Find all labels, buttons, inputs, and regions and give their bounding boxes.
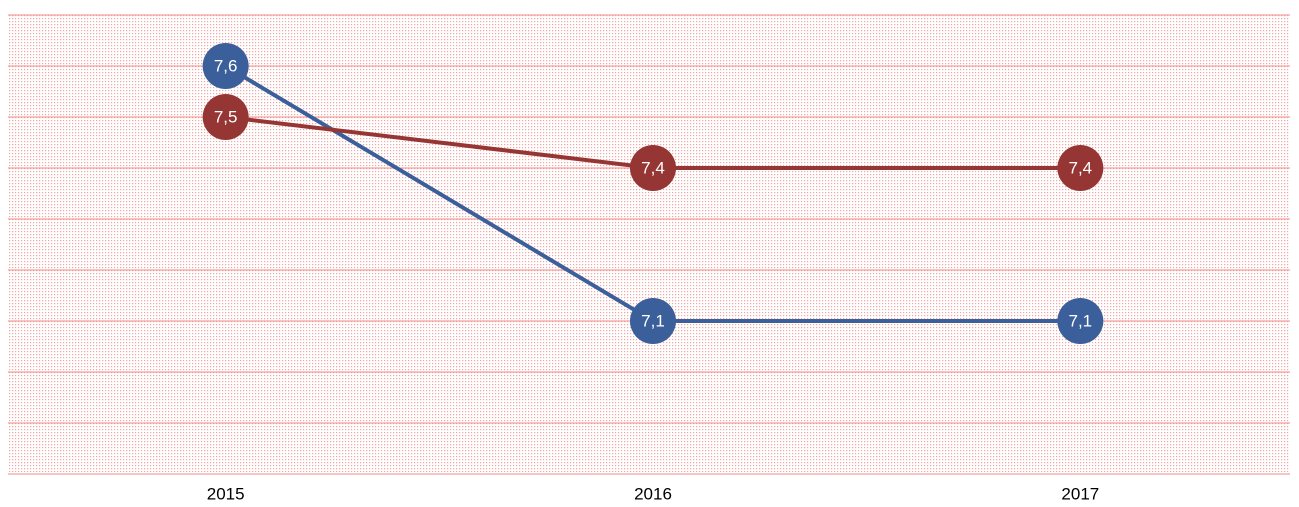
data-label: 7,5 [214,107,238,126]
data-label: 7,1 [1069,311,1093,330]
data-label: 7,1 [641,311,665,330]
data-point [202,43,249,89]
data-label: 7,6 [214,56,238,75]
data-point [630,298,676,344]
data-label: 7,4 [641,158,665,177]
x-tick-label: 2016 [634,484,672,503]
data-point [1057,298,1104,344]
data-point [1057,145,1104,191]
x-tick-label: 2017 [1061,484,1099,503]
plot-area [8,15,1290,472]
data-point [630,145,676,191]
data-label: 7,4 [1069,158,1093,177]
data-point [202,94,249,140]
x-tick-label: 2015 [207,484,245,503]
